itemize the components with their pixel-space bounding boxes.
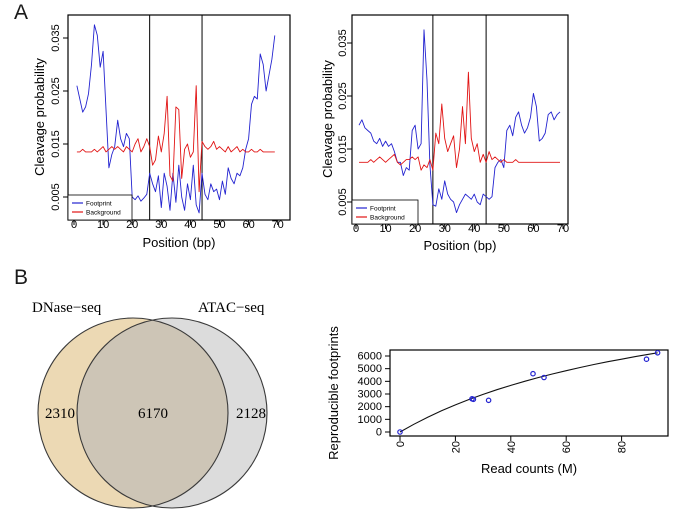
y-tick-label: 2000 (358, 401, 382, 413)
legend-label-background: Background (370, 215, 405, 222)
footprint-line (358, 29, 561, 214)
x-tick-label: 30 (439, 223, 451, 235)
x-tick-label: 10 (97, 219, 109, 231)
data-point (397, 429, 403, 435)
y-tick-label: 5000 (358, 363, 382, 375)
footprint-line (76, 24, 276, 214)
venn-left-only-count: 2310 (45, 406, 75, 422)
x-tick-label: 40 (468, 223, 480, 235)
y-tick-label: 6000 (358, 350, 382, 362)
x-tick-label: 70 (272, 219, 284, 231)
y-tick-label: 0.035 (337, 29, 349, 57)
venn-svg: DNase−seq ATAC−seq 2310 6170 2128 (32, 300, 268, 509)
legend-label-footprint: Footprint (86, 201, 112, 208)
venn-overlap-count: 6170 (138, 406, 168, 422)
y-axis-title: Cleavage probability (320, 60, 335, 178)
venn-right-only-count: 2128 (236, 406, 266, 422)
saturation-scatter-chart: 0 20 40 60 80 0 1000 2000 3000 4000 5000 6000 Read c… (318, 266, 676, 512)
cleavage_right-svg: 0 10 20 30 40 50 60 70 0.005 0.015 0.025 0.035 Posit… (320, 14, 569, 253)
panel-b-label: B (14, 266, 29, 289)
venn-left-circle-outline (37, 317, 229, 509)
x-tick-label: 20 (409, 223, 421, 235)
cleavage-probability-chart-left: 0 10 20 30 40 50 60 70 0.005 0.015 0.025 0.035 Posit… (18, 0, 310, 262)
venn-overlap-region (76, 320, 229, 506)
x-axis-title: Position (bp) (424, 238, 497, 253)
venn-diagram: DNase−seq ATAC−seq 2310 6170 2128 (8, 266, 298, 512)
y-tick-label: 0.025 (337, 82, 349, 110)
x-tick-label: 20 (450, 441, 462, 453)
x-tick-label: 20 (126, 219, 138, 231)
x-tick-label: 0 (353, 223, 359, 235)
x-tick-label: 60 (527, 223, 539, 235)
x-tick-label: 30 (155, 219, 167, 231)
y-tick-label: 0.035 (50, 24, 62, 52)
x-tick-label: 60 (561, 441, 573, 453)
y-tick-label: 0.005 (50, 183, 62, 211)
venn-right-set-label: ATAC−seq (198, 300, 265, 316)
y-axis-title: Cleavage probability (32, 58, 47, 176)
legend-label-footprint: Footprint (370, 206, 396, 213)
x-tick-label: 60 (242, 219, 254, 231)
legend-label-background: Background (86, 210, 121, 217)
data-point (541, 374, 547, 381)
x-tick-label: 50 (498, 223, 510, 235)
legend-box (351, 199, 419, 225)
y-tick-label: 0.005 (337, 188, 349, 216)
venn-left-set-label: DNase−seq (32, 300, 102, 316)
cleavage-probability-chart-right: 0 10 20 30 40 50 60 70 0.005 0.015 0.025 0.035 Posit… (305, 0, 600, 262)
cleavage_left-svg: 0 10 20 30 40 50 60 70 0.005 0.015 0.025 0.035 Posit… (32, 14, 291, 250)
background-line (76, 85, 275, 193)
y-axis-title: Reproducible footprints (326, 326, 341, 460)
data-point (470, 396, 477, 403)
y-tick-label: 0 (376, 427, 382, 439)
y-tick-label: 0.015 (337, 135, 349, 163)
fit-curve (399, 352, 658, 433)
data-point (643, 356, 650, 363)
x-axis-title: Read counts (M) (481, 461, 577, 476)
y-tick-label: 1000 (358, 414, 382, 426)
data-point (530, 370, 536, 377)
venn-right-circle-outline (76, 317, 268, 509)
panel-a-label: A (14, 1, 29, 24)
plot-border (351, 14, 569, 225)
background-line (359, 71, 560, 171)
x-tick-label: 0 (71, 219, 77, 231)
x-tick-label: 80 (617, 441, 629, 453)
plot-border (389, 349, 669, 437)
x-tick-label: 0 (395, 441, 407, 447)
y-tick-label: 3000 (358, 388, 382, 400)
x-tick-label: 10 (379, 223, 391, 235)
legend-box (67, 194, 133, 221)
x-tick-label: 40 (184, 219, 196, 231)
x-tick-label: 40 (506, 441, 518, 453)
x-axis-title: Position (bp) (143, 235, 216, 250)
data-point (485, 397, 492, 404)
plot-border (67, 14, 291, 221)
y-tick-label: 0.015 (50, 130, 62, 158)
y-tick-label: 4000 (358, 376, 382, 388)
y-tick-label: 0.025 (50, 77, 62, 105)
x-tick-label: 50 (213, 219, 225, 231)
x-tick-label: 70 (557, 223, 569, 235)
data-point (654, 350, 661, 356)
